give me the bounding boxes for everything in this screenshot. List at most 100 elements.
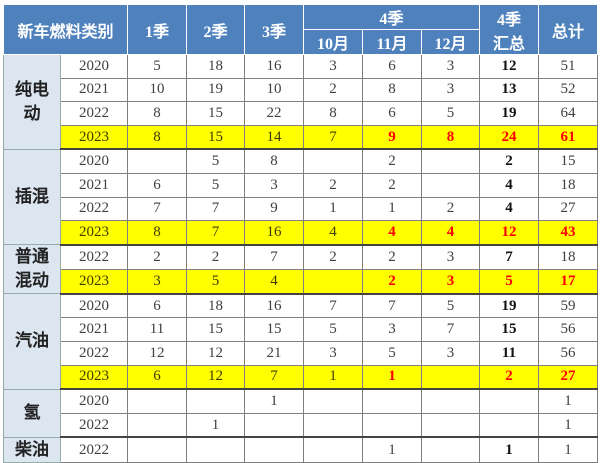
total-cell: 52 <box>538 77 598 103</box>
dec-cell <box>421 172 480 198</box>
category-cell: 插混 <box>3 148 61 246</box>
year-cell: 2022 <box>60 436 128 463</box>
q3-cell: 14 <box>244 124 304 150</box>
dec-cell: 4 <box>421 220 480 246</box>
dec-cell: 2 <box>421 196 480 222</box>
category-cell: 氢 <box>3 388 61 438</box>
q1-cell: 11 <box>127 317 187 342</box>
year-cell: 2022 <box>60 101 128 126</box>
table-row: 2021 11 15 15 5 3 7 15 56 <box>4 317 598 342</box>
q1-cell: 8 <box>127 124 187 150</box>
dec-cell: 5 <box>421 292 480 319</box>
year-cell: 2021 <box>60 77 128 103</box>
q3-cell: 7 <box>244 243 304 270</box>
q1-cell <box>127 412 187 438</box>
table-row: 2022 8 15 22 8 6 5 19 64 <box>4 101 598 126</box>
q3-cell: 16 <box>244 220 304 246</box>
q4-sum-cell: 4 <box>479 172 539 198</box>
nov-cell: 1 <box>362 196 422 222</box>
q2-cell: 18 <box>186 292 245 319</box>
category-label: 纯电动 <box>15 79 49 123</box>
table-row: 2023 8 7 16 4 4 4 12 43 <box>4 220 598 246</box>
q4-sum-cell: 4 <box>479 196 539 222</box>
header-total: 总计 <box>538 4 598 55</box>
table-row: 汽油 2020 6 18 16 7 7 5 19 59 <box>3 292 598 390</box>
dec-cell: 3 <box>421 268 480 295</box>
q2-cell: 12 <box>186 364 245 390</box>
q4-sum-cell: 11 <box>479 340 539 366</box>
q4-sum-cell: 1 <box>479 436 539 463</box>
q2-cell: 15 <box>186 124 245 150</box>
total-cell: 56 <box>538 317 598 342</box>
oct-cell: 7 <box>303 124 363 150</box>
oct-cell <box>303 412 363 438</box>
q2-cell: 2 <box>186 243 245 270</box>
dec-cell: 3 <box>421 54 480 79</box>
nov-cell: 6 <box>362 54 422 79</box>
q1-cell: 3 <box>127 268 187 295</box>
total-cell: 56 <box>538 340 598 366</box>
oct-cell: 7 <box>303 292 363 319</box>
q3-cell <box>244 436 304 463</box>
nov-cell: 5 <box>362 340 422 366</box>
q3-cell: 9 <box>244 196 304 222</box>
q1-cell: 8 <box>127 220 187 246</box>
table-row: 2023 3 5 4 2 3 5 17 <box>4 268 598 295</box>
category-label: 氢 <box>23 403 41 423</box>
q1-cell <box>127 436 187 463</box>
table-row: 柴油 2022 1 1 1 <box>3 436 598 463</box>
nov-cell: 7 <box>362 292 422 319</box>
nov-cell: 3 <box>362 317 422 342</box>
header-q4: 4季 <box>303 4 480 30</box>
header-q2: 2季 <box>186 4 245 55</box>
nov-cell: 4 <box>362 220 422 246</box>
table-row: 2022 12 12 21 3 5 3 11 56 <box>4 340 598 366</box>
q3-cell: 10 <box>244 77 304 103</box>
nov-cell: 1 <box>362 364 422 390</box>
oct-cell <box>303 436 363 463</box>
q4-sum-cell: 19 <box>479 101 539 126</box>
oct-cell: 8 <box>303 101 363 126</box>
q2-cell: 19 <box>186 77 245 103</box>
oct-cell: 2 <box>303 243 363 270</box>
total-cell: 51 <box>538 54 598 79</box>
q3-cell: 8 <box>244 148 304 174</box>
q3-cell: 16 <box>244 292 304 319</box>
q4-sum-cell: 19 <box>479 292 539 319</box>
year-cell: 2023 <box>60 220 128 246</box>
q3-cell: 1 <box>244 388 304 414</box>
q1-cell: 12 <box>127 340 187 366</box>
dec-cell <box>421 412 480 438</box>
dec-cell: 3 <box>421 77 480 103</box>
header-q4-sum-label: 4季汇总 <box>493 11 526 53</box>
nov-cell <box>362 388 422 414</box>
q3-cell: 15 <box>244 317 304 342</box>
q1-cell: 10 <box>127 77 187 103</box>
category-label: 柴油 <box>15 439 49 459</box>
nov-cell: 2 <box>362 243 422 270</box>
q3-cell: 16 <box>244 54 304 79</box>
q3-cell: 21 <box>244 340 304 366</box>
q2-cell: 15 <box>186 101 245 126</box>
q4-sum-cell: 2 <box>479 364 539 390</box>
dec-cell <box>421 436 480 463</box>
nov-cell: 1 <box>362 436 422 463</box>
q1-cell: 8 <box>127 101 187 126</box>
q4-sum-cell <box>479 388 539 414</box>
fuel-type-table: 新车燃料类别 1季 2季 3季 4季 4季汇总 总计 10月 11月 12月 纯… <box>3 4 598 463</box>
total-cell: 1 <box>538 388 598 414</box>
q3-cell: 3 <box>244 172 304 198</box>
dec-cell: 8 <box>421 124 480 150</box>
header-q4-sum: 4季汇总 <box>479 4 539 55</box>
dec-cell <box>421 388 480 414</box>
nov-cell: 2 <box>362 148 422 174</box>
nov-cell: 9 <box>362 124 422 150</box>
year-cell: 2022 <box>60 196 128 222</box>
total-cell: 18 <box>538 243 598 270</box>
table-row: 纯电动 2020 5 18 16 3 6 3 12 51 <box>3 54 598 150</box>
dec-cell: 3 <box>421 243 480 270</box>
dec-cell: 7 <box>421 317 480 342</box>
q3-cell: 22 <box>244 101 304 126</box>
dec-cell <box>421 148 480 174</box>
total-cell: 15 <box>538 148 598 174</box>
